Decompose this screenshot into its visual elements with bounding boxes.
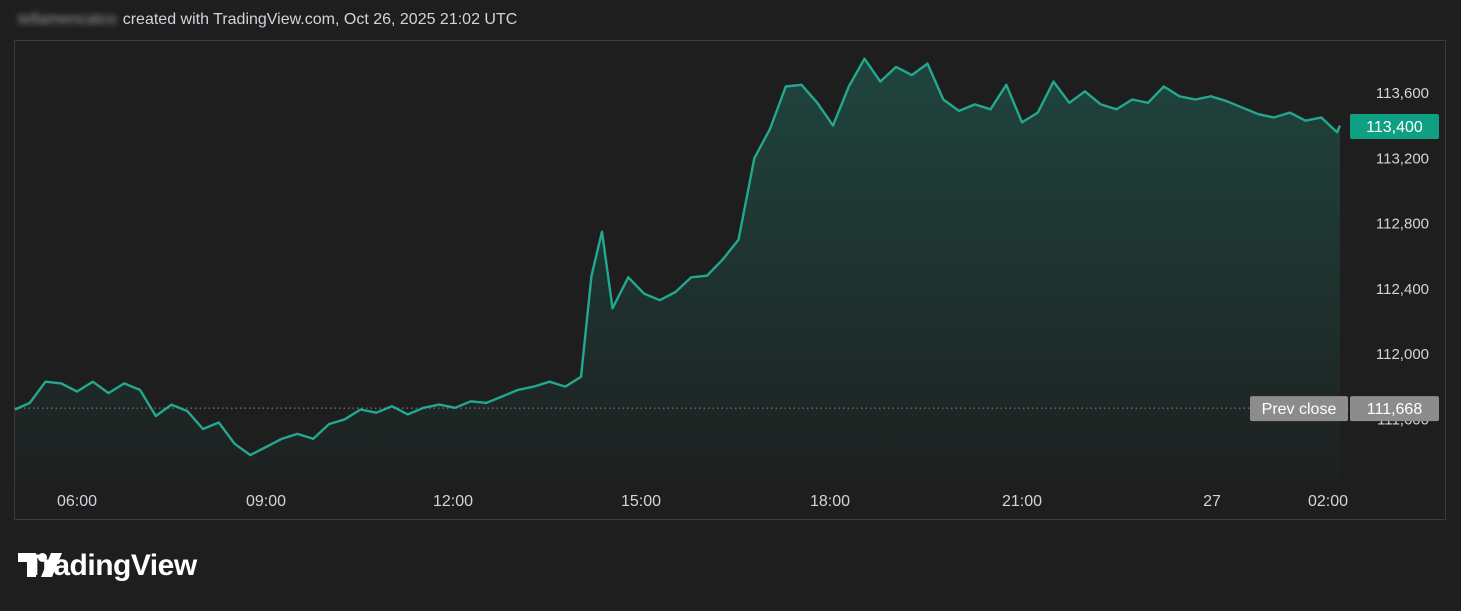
- tradingview-icon: [18, 553, 62, 577]
- x-tick-label: 15:00: [621, 493, 661, 510]
- y-tick-label: 112,000: [1376, 346, 1429, 363]
- y-tick-label: 113,200: [1376, 150, 1429, 167]
- price-line[interactable]: [14, 57, 1342, 457]
- x-tick-label: 21:00: [1002, 493, 1042, 510]
- prev-close-tag: [1250, 396, 1348, 422]
- x-tick-label: 27: [1203, 493, 1221, 510]
- prev-close-label: Prev close: [1262, 401, 1337, 418]
- prev-close-value: 111,668: [1367, 401, 1423, 418]
- price-area-fill: [15, 58, 1340, 482]
- last-price-label: 113,400: [1366, 119, 1423, 136]
- x-tick-label: 12:00: [433, 493, 473, 510]
- username: tellamencatco: [18, 11, 117, 28]
- y-tick-label: 112,400: [1376, 281, 1429, 298]
- prev-close-value-tag: [1350, 396, 1439, 422]
- x-tick-label: 02:00: [1308, 493, 1348, 510]
- header: tellamencatco created with TradingView.c…: [18, 11, 517, 29]
- x-tick-label: 18:00: [810, 493, 850, 510]
- y-tick-label: 113,600: [1376, 85, 1429, 102]
- header-caption: created with TradingView.com, Oct 26, 20…: [122, 11, 518, 28]
- tradingview-logo[interactable]: TradingView: [18, 549, 197, 583]
- y-tick-label: 112,800: [1376, 216, 1429, 233]
- x-tick-label: 06:00: [57, 493, 97, 510]
- last-price-tag: [1350, 114, 1439, 139]
- x-tick-label: 09:00: [246, 493, 286, 510]
